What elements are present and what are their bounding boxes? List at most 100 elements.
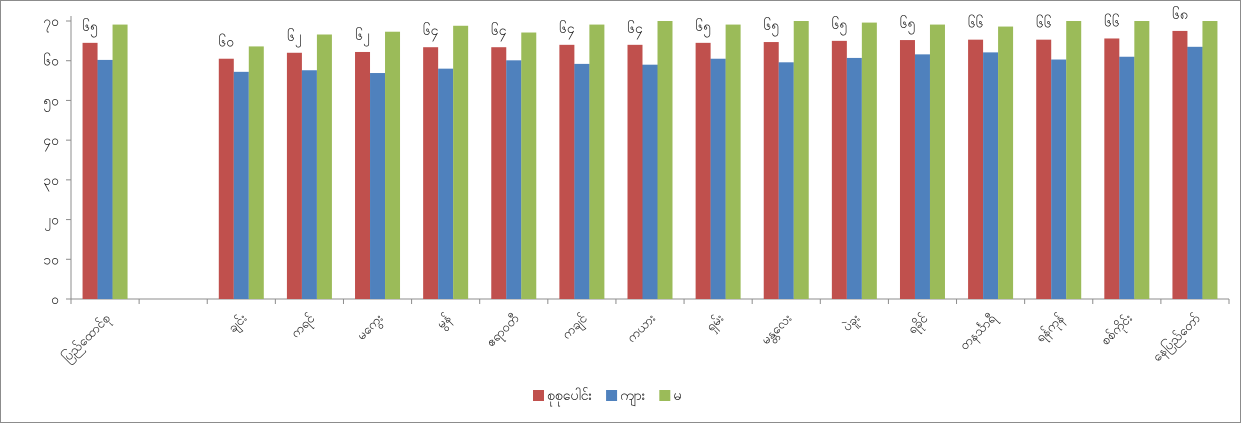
bar — [929, 24, 945, 300]
y-tick-label: ၃၀ — [43, 173, 59, 191]
data-label: ၆၅ — [831, 17, 847, 35]
data-label: ၆၅ — [763, 18, 779, 36]
bar — [521, 32, 537, 299]
category-label: မကွေး — [354, 311, 388, 345]
bar — [983, 52, 999, 300]
y-tick-label: ၇၀ — [43, 14, 59, 32]
legend-swatch — [533, 390, 544, 401]
bars — [82, 21, 1218, 300]
bar — [574, 63, 590, 299]
bar — [1119, 56, 1135, 299]
legend-swatch — [606, 390, 618, 401]
bar — [1187, 46, 1203, 299]
bar — [97, 59, 113, 299]
bar — [559, 44, 575, 300]
category-label: ကချင် — [559, 310, 593, 344]
bar — [355, 51, 371, 299]
legend-label: ကျား — [620, 388, 646, 406]
data-label: ၆၆ — [1104, 14, 1120, 30]
bar — [725, 24, 741, 300]
bar — [627, 44, 643, 300]
bar — [233, 71, 249, 299]
data-label: ၆၂ — [355, 28, 370, 46]
category-label: ကရင် — [288, 310, 321, 343]
bar — [370, 73, 386, 299]
data-label: ၆၆ — [1036, 16, 1052, 32]
y-tick-label: ၄၀ — [43, 133, 59, 151]
legend-label: စုစုပေါင်း — [547, 388, 593, 406]
bar — [914, 54, 930, 299]
y-tick-label: ၂၀ — [44, 213, 59, 231]
category-label: မွန် — [433, 310, 456, 333]
bar — [998, 26, 1014, 300]
data-label: ၆၀ — [218, 35, 234, 51]
data-label: ၆၆ — [968, 16, 984, 32]
bar — [778, 62, 794, 299]
bar — [589, 24, 605, 300]
category-labels: ပြည်ထောင်စု ချင်း ကရင် မကွေး မွန် ဧရာဝတီ ကချင်… — [58, 310, 1205, 367]
data-label: ၆၈ — [1172, 7, 1188, 23]
bar — [491, 47, 507, 300]
bar — [1051, 59, 1067, 299]
data-label: ၆၅ — [82, 19, 98, 37]
bar — [82, 42, 98, 299]
bar — [846, 57, 862, 300]
bar — [385, 31, 401, 299]
bar — [438, 68, 454, 300]
bar — [1036, 39, 1052, 300]
category-label: ရန်ကုန် — [1032, 310, 1069, 347]
data-label: ၆၅ — [695, 19, 711, 37]
data-label: ၆၅ — [900, 16, 916, 34]
bar — [1104, 38, 1120, 300]
bar — [642, 64, 658, 299]
bar — [793, 21, 809, 299]
axes: ၀ ၁၀ ၂၀ ၃၀ ၄၀ ၅၀ ၆၀ ၇၀ — [43, 14, 1230, 308]
bar — [301, 70, 317, 299]
bar — [831, 40, 847, 299]
bar — [248, 46, 264, 299]
bar — [316, 34, 332, 299]
data-label: ၆၄ — [627, 21, 643, 39]
bar — [695, 42, 711, 299]
bar — [1172, 30, 1188, 300]
bar — [710, 58, 726, 299]
bar — [506, 60, 522, 300]
category-label: ချင်း — [225, 311, 252, 338]
bar — [763, 42, 779, 299]
bar — [1066, 21, 1082, 299]
bar — [112, 24, 128, 300]
bar — [899, 40, 915, 299]
category-label: နေပြည်တော် — [1149, 310, 1206, 367]
bar — [968, 39, 984, 300]
legend-label: မ — [673, 388, 681, 404]
y-tick-label: ၁၀ — [43, 252, 59, 268]
bar — [453, 25, 469, 299]
category-label: စစ်ကိုင်း — [1098, 311, 1137, 350]
y-tick-label: ၅၀ — [43, 93, 59, 111]
bar — [861, 22, 877, 300]
y-tick-label: ၀ — [51, 292, 59, 308]
bar — [286, 52, 302, 300]
data-label: ၆၄ — [491, 23, 507, 41]
bar — [657, 21, 673, 299]
data-label: ၆၂ — [287, 29, 302, 47]
category-label: ဧရာဝတီ — [483, 311, 524, 352]
bar — [423, 47, 439, 300]
bar — [1202, 21, 1218, 299]
category-label: မန္တလေး — [759, 311, 797, 349]
category-label: ပဲခူး — [839, 311, 864, 336]
category-label: ရှမ်း — [703, 311, 729, 337]
category-label: ကယား — [624, 311, 659, 346]
category-label: ပြည်ထောင်စု — [58, 310, 115, 367]
category-label: တနင်္သာရီ — [956, 310, 1001, 355]
y-tick-label: ၆၀ — [43, 54, 59, 70]
legend: စုစုပေါင်း ကျား မ — [533, 388, 681, 406]
bar — [1134, 21, 1150, 299]
bar — [218, 58, 234, 299]
data-label: ၆၄ — [559, 21, 575, 39]
legend-swatch — [659, 390, 671, 401]
category-label: ရခိုင် — [904, 310, 933, 339]
